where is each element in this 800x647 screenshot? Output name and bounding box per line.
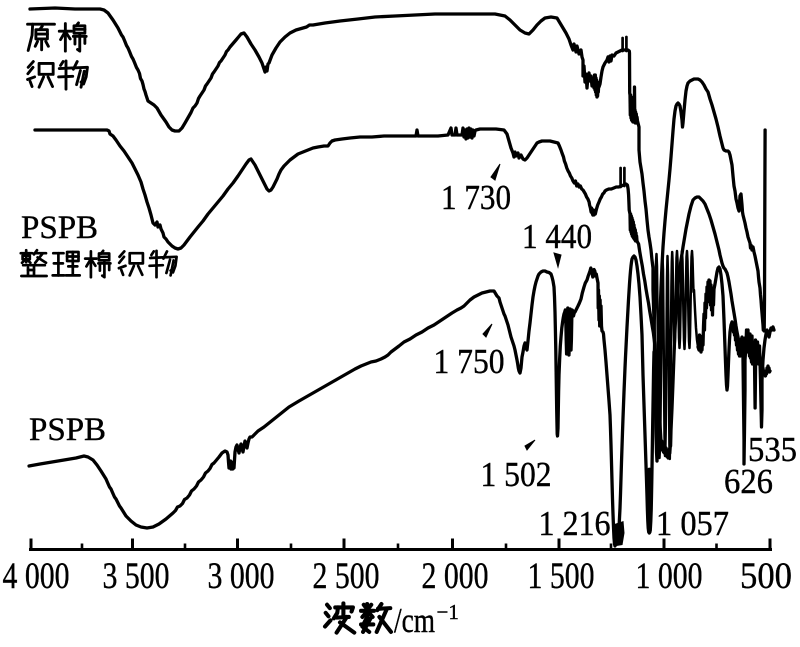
- svg-text:3 000: 3 000: [208, 556, 275, 597]
- svg-text:1 057: 1 057: [656, 505, 729, 543]
- svg-text:535: 535: [748, 431, 797, 469]
- svg-text:PSPB: PSPB: [29, 412, 106, 448]
- svg-text:1 750: 1 750: [434, 343, 505, 381]
- svg-text:1 216: 1 216: [539, 505, 611, 543]
- svg-text:1 440: 1 440: [522, 218, 592, 256]
- svg-text:/cm: /cm: [394, 601, 435, 640]
- svg-text:4 000: 4 000: [3, 556, 70, 597]
- svg-text:PSPB: PSPB: [21, 210, 98, 246]
- svg-text:1 730: 1 730: [441, 179, 511, 217]
- svg-text:626: 626: [724, 463, 773, 501]
- svg-text:1 000: 1 000: [636, 556, 703, 597]
- svg-text:3 500: 3 500: [103, 556, 170, 597]
- svg-text:1 500: 1 500: [528, 556, 595, 597]
- svg-text:2 500: 2 500: [313, 556, 380, 597]
- svg-text:500: 500: [740, 556, 792, 597]
- svg-text:1 502: 1 502: [481, 456, 552, 494]
- svg-text:2 000: 2 000: [422, 556, 489, 597]
- svg-text:−1: −1: [437, 600, 459, 624]
